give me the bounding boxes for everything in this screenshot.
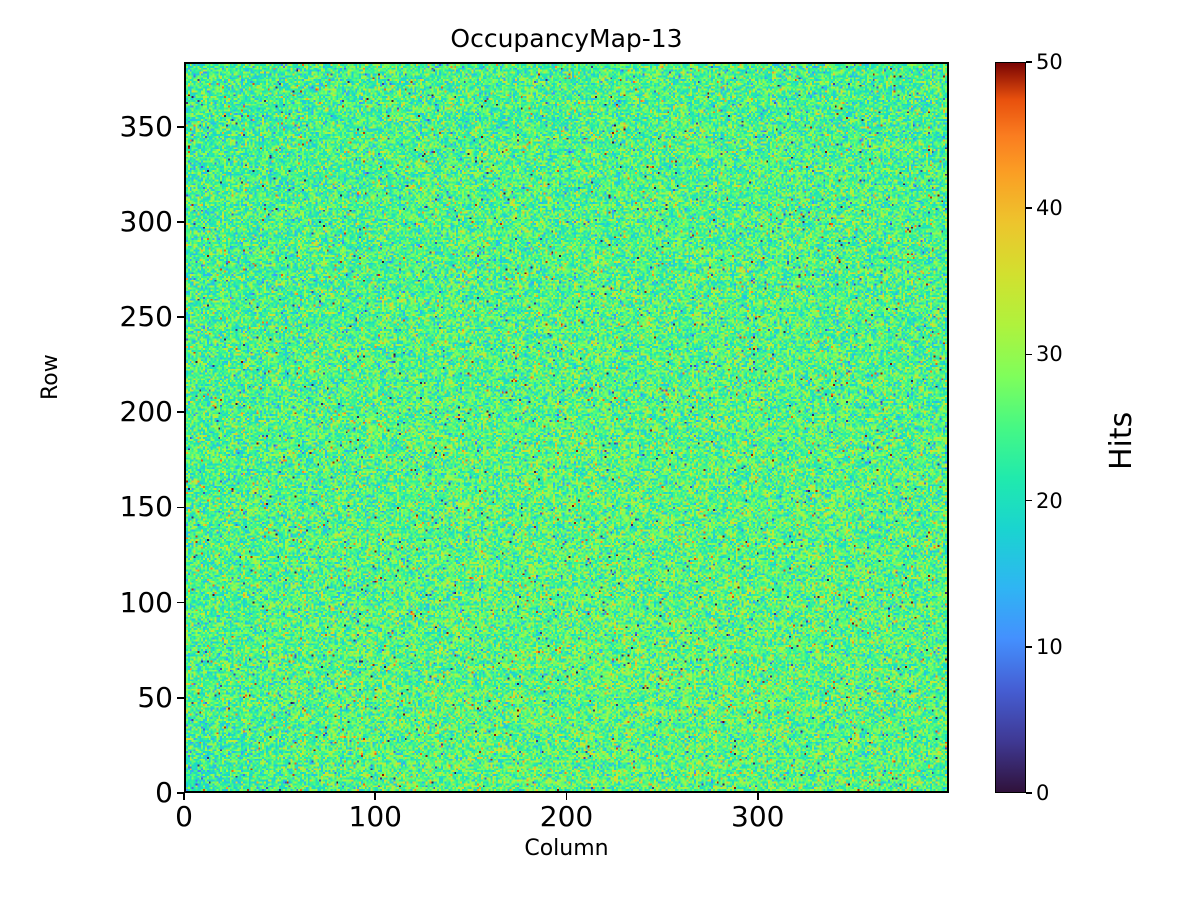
y-tick-mark — [177, 601, 184, 604]
colorbar-tick-label: 40 — [1036, 196, 1063, 221]
x-tick-mark — [183, 793, 185, 800]
colorbar[interactable] — [995, 62, 1026, 793]
occupancy-heatmap-image — [186, 64, 947, 791]
colorbar-tick-mark — [1026, 792, 1032, 794]
colorbar-tick-mark — [1026, 646, 1032, 648]
colorbar-tick-mark — [1026, 207, 1032, 209]
colorbar-gradient-strip — [996, 63, 1025, 792]
colorbar-label: Hits — [1104, 411, 1139, 470]
x-tick-label: 300 — [731, 800, 785, 833]
colorbar-tick-mark — [1026, 499, 1032, 502]
x-tick-label: 200 — [539, 800, 594, 833]
y-tick-mark — [177, 411, 184, 414]
y-tick-label: 350 — [119, 109, 173, 143]
x-tick-mark — [756, 793, 759, 800]
y-tick-mark — [177, 125, 184, 128]
y-tick-mark — [177, 316, 184, 318]
colorbar-tick-label: 0 — [1036, 781, 1050, 805]
x-tick-mark — [374, 793, 377, 800]
y-tick-label: 100 — [119, 585, 173, 619]
y-tick-mark — [177, 506, 184, 509]
y-tick-label: 250 — [119, 300, 173, 334]
page-title: OccupancyMap-13 — [450, 24, 683, 53]
y-tick-label: 200 — [119, 395, 173, 429]
y-tick-label: 150 — [119, 490, 173, 524]
y-tick-mark — [177, 697, 184, 699]
x-tick-mark — [565, 793, 568, 800]
y-tick-label: 0 — [155, 776, 173, 809]
heatmap-axes[interactable] — [184, 62, 949, 793]
colorbar-tick-mark — [1026, 61, 1032, 63]
colorbar-tick-label: 50 — [1036, 50, 1063, 74]
colorbar-tick-label: 30 — [1036, 342, 1063, 367]
y-axis-label: Row — [38, 354, 63, 400]
x-tick-label: 100 — [348, 800, 402, 833]
colorbar-tick-label: 10 — [1036, 634, 1063, 659]
x-tick-label: 0 — [175, 800, 193, 833]
y-tick-label: 50 — [137, 680, 173, 714]
colorbar-tick-mark — [1026, 353, 1032, 356]
y-tick-mark — [177, 792, 184, 794]
y-tick-label: 300 — [119, 204, 173, 238]
x-axis-label: Column — [524, 836, 609, 861]
colorbar-tick-label: 20 — [1036, 488, 1063, 513]
y-tick-mark — [177, 221, 184, 223]
